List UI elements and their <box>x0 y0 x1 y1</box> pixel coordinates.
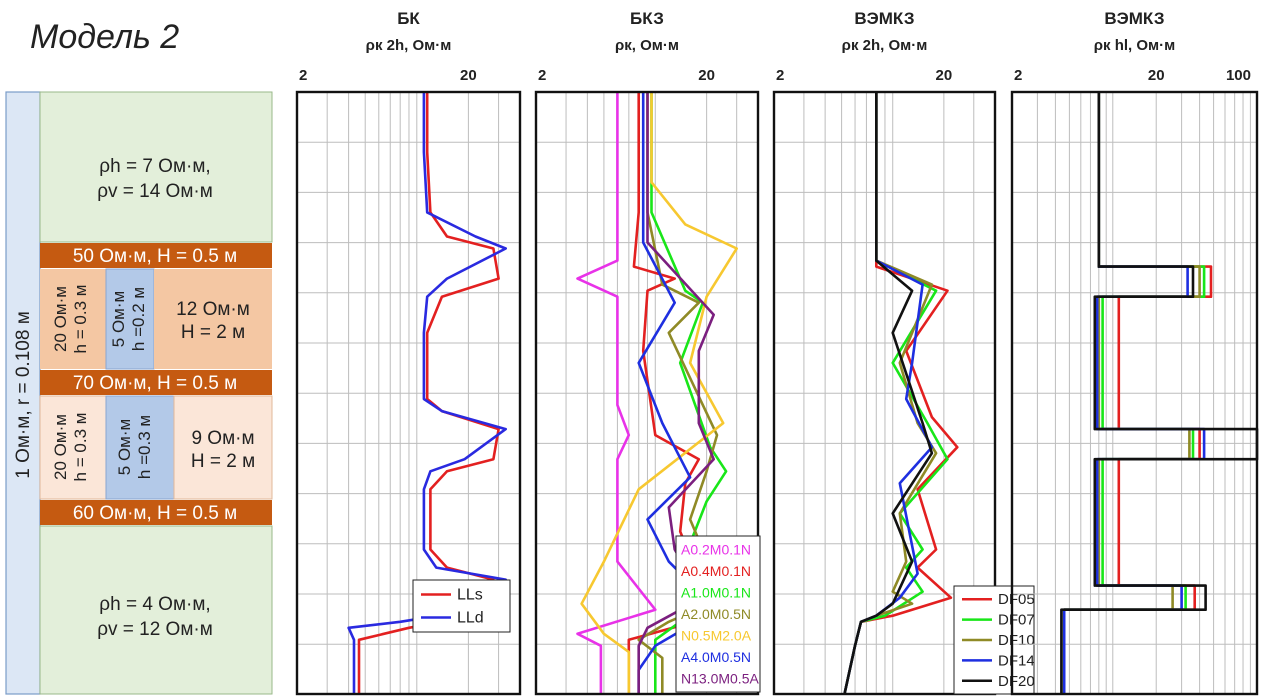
legend-label: N13.0M0.5A <box>681 670 759 686</box>
unit2-a-line2: h = 0.3 м <box>71 413 90 482</box>
track-axis-label: ρк 2h, Ом·м <box>842 37 928 54</box>
unit1-a-line2: h = 0.3 м <box>71 285 90 354</box>
tick-label: 20 <box>698 67 715 84</box>
legend-label: A0.2M0.1N <box>681 542 751 558</box>
track-title: БКЗ <box>630 9 664 28</box>
legend-box <box>675 535 761 693</box>
model-diagram: 1 Ом·м, r = 0.108 м ρh = 7 Ом·м, ρv = 14… <box>5 91 273 695</box>
unit1-a-line1: 20 Ом·м <box>51 286 70 352</box>
track-axis-label: ρк 2h, Ом·м <box>366 37 452 54</box>
unit2-a-box <box>39 395 107 500</box>
legend-label: A0.4M0.1N <box>681 563 751 579</box>
series-line-a0.2m0.1n <box>576 92 657 694</box>
legend-label: DF20 <box>998 673 1035 690</box>
unit2-c-line2: H = 2 м <box>191 451 255 472</box>
bar-60 <box>40 500 272 525</box>
unit2-b-line2: h =0.3 м <box>135 415 154 479</box>
legend-label: A1.0M0.1N <box>681 585 751 601</box>
series-line-a2.0m0.5n <box>637 92 725 694</box>
unit1-b-box <box>105 268 155 370</box>
unit2-b-box <box>105 395 175 500</box>
track-frame <box>1010 90 1259 696</box>
track-frame <box>295 90 522 696</box>
tick-label: 2 <box>1014 67 1022 84</box>
track-title: БК <box>397 9 420 28</box>
lower-layer-box <box>39 525 273 695</box>
figure-title: Модель 2 <box>30 18 180 56</box>
lower-layer-rho-h: ρh = 4 Ом·м, <box>99 594 210 615</box>
unit1-c-box <box>154 269 272 369</box>
track-1: БК ρк 2h, Ом·м 2 20 LLs LLd <box>295 9 522 696</box>
track-axis-label: ρк hl, Ом·м <box>1094 37 1175 54</box>
lower-layer-rho-v: ρv = 12 Ом·м <box>97 619 213 640</box>
side-strip <box>5 91 41 695</box>
legend-box <box>412 579 511 633</box>
unit1-c-line2: H = 2 м <box>181 322 245 343</box>
legend-label: LLs <box>457 587 483 604</box>
bar-50 <box>40 243 272 268</box>
unit2-c-box <box>173 395 273 500</box>
unit2-c-line1: 9 Ом·м <box>191 428 254 449</box>
legend-label: LLd <box>457 610 484 627</box>
bar-60-label: 60 Ом·м, H = 0.5 м <box>73 503 237 524</box>
track-4: ВЭМКЗ ρк hl, Ом·м 2 20 100 <box>1010 9 1259 696</box>
bar-70 <box>40 370 272 395</box>
unit2-b-line1: 5 Ом·м <box>115 419 134 475</box>
unit1-b-line1: 5 Ом·м <box>109 291 128 347</box>
upper-layer-box <box>39 91 273 243</box>
tick-label: 20 <box>460 67 477 84</box>
legend-label: N0.5M2.0A <box>681 627 752 643</box>
legend-label: DF10 <box>998 632 1035 649</box>
unit1-c-line1: 12 Ом·м <box>176 299 250 320</box>
upper-layer-rho-v: ρv = 14 Ом·м <box>97 181 213 202</box>
upper-layer-rho-h: ρh = 7 Ом·м, <box>99 156 210 177</box>
unit1-a-box <box>40 269 106 369</box>
side-label: 1 Ом·м, r = 0.108 м <box>13 311 34 479</box>
track-3: ВЭМКЗ ρк 2h, Ом·м 2 20 DF05 DF07 DF10 DF14 DF20 <box>772 9 1035 696</box>
legend-label: A4.0M0.5N <box>681 649 751 665</box>
bar-70-label: 70 Ом·м, H = 0.5 м <box>73 373 237 394</box>
tick-label: 2 <box>538 67 546 84</box>
track-title: ВЭМКЗ <box>1104 9 1164 28</box>
series-line-n13.0m0.5a <box>637 92 715 694</box>
tick-label: 100 <box>1226 67 1251 84</box>
track-axis-label: ρк, Ом·м <box>615 37 679 54</box>
track-2: БКЗ ρк, Ом·м 2 20 A0.2M0.1N A0.4M0.1N A1.0M0.1… <box>534 9 761 696</box>
tick-label: 20 <box>1148 67 1165 84</box>
series-line-a4.0m0.5n <box>637 92 719 694</box>
tick-label: 20 <box>936 67 953 84</box>
unit1-b-line2: h =0.2 м <box>129 287 148 351</box>
legend-label: A2.0M0.5N <box>681 606 751 622</box>
legend-label: DF14 <box>998 652 1035 669</box>
bar-50-label: 50 Ом·м, H = 0.5 м <box>73 246 237 267</box>
unit2-a-line1: 20 Ом·м <box>51 414 70 480</box>
legend-label: DF05 <box>998 591 1035 608</box>
tick-label: 2 <box>776 67 784 84</box>
series-line-n0.5m2.0a <box>580 92 738 694</box>
tick-label: 2 <box>299 67 307 84</box>
track-frame <box>772 90 997 696</box>
legend-label: DF07 <box>998 612 1035 629</box>
track-title: ВЭМКЗ <box>854 9 914 28</box>
series-line-df20 <box>843 92 934 695</box>
track-frame <box>534 90 760 696</box>
